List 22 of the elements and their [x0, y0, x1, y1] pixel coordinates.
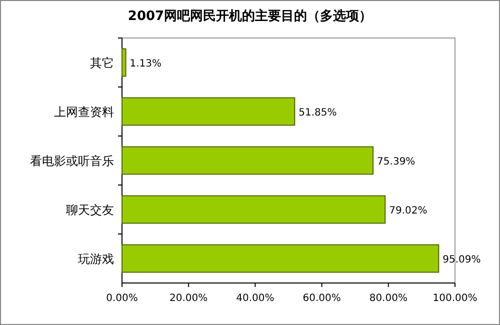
y-tick-label: 上网查资料 — [54, 105, 114, 119]
y-tick-label: 其它 — [90, 56, 114, 70]
y-tick-label: 看电影或听音乐 — [30, 154, 114, 168]
x-tick-label: 60.00% — [302, 293, 341, 304]
y-tick-label: 玩游戏 — [78, 252, 114, 266]
data-label: 51.85% — [298, 108, 337, 118]
bar — [122, 48, 126, 77]
bar — [122, 97, 296, 126]
chart-title: 2007网吧网民开机的主要目的（多选项） — [128, 8, 372, 24]
bar — [122, 244, 440, 273]
x-tick-label: 80.00% — [369, 293, 408, 304]
bar — [122, 146, 374, 175]
data-label: 95.09% — [442, 254, 481, 266]
data-label: 75.39% — [377, 156, 416, 168]
data-label: 79.02% — [389, 206, 428, 216]
x-tick-label: 0.00% — [106, 293, 138, 304]
x-tick-label: 40.00% — [236, 293, 274, 304]
x-tick-label: 100.00% — [432, 293, 478, 304]
y-tick-label: 聊天交友 — [66, 203, 114, 217]
data-label: 1.13% — [130, 58, 162, 70]
x-tick-label: 20.00% — [170, 293, 208, 304]
bar — [122, 195, 386, 224]
